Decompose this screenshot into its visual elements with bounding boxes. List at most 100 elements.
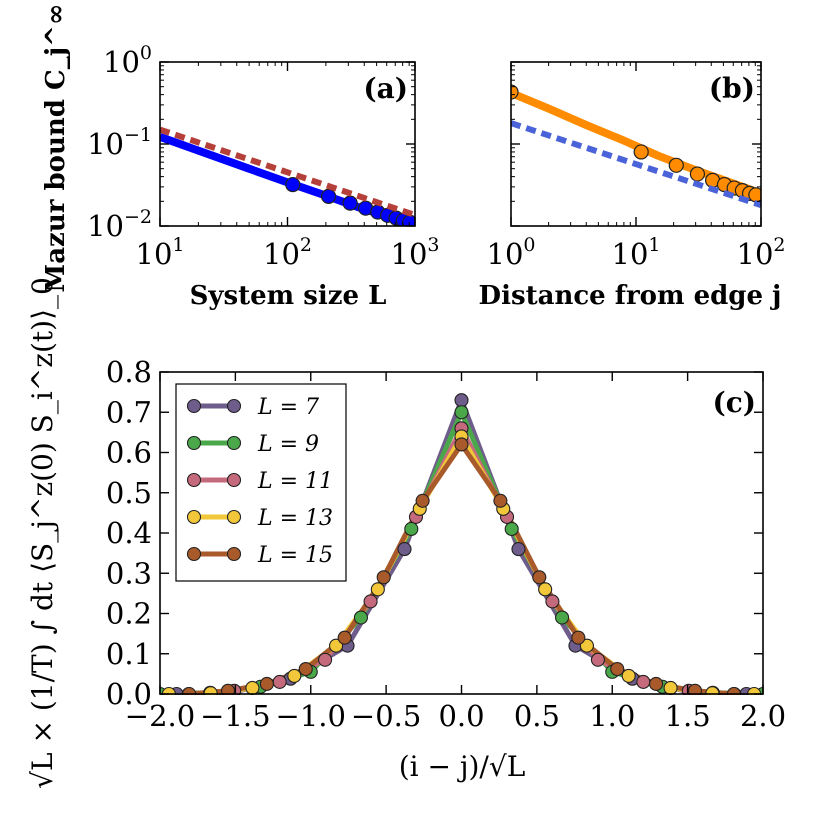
b-xtick-exp: 1 bbox=[648, 234, 660, 256]
c-ytick-label: 0.0 bbox=[106, 677, 152, 711]
c-marker bbox=[259, 676, 274, 691]
legend-swatch-marker bbox=[226, 472, 242, 488]
panel-c-data bbox=[160, 393, 810, 701]
legend-label: L = 7 bbox=[257, 395, 319, 420]
c-ytick-label: 0.8 bbox=[106, 355, 152, 389]
c-marker bbox=[353, 610, 368, 625]
panel-c: −2.0 −1.5 −1.0 −0.5 0.0 0.5 1.0 1.5 2.0 0.0 0.1 0.2… bbox=[26, 277, 810, 789]
panel-c-ylabel: √L × (1/T) ∫ dt ⟨S_j^z(0) S_i^z(t)⟩_0 bbox=[26, 277, 59, 789]
a-ytick-base: 10 bbox=[103, 45, 140, 79]
panel-a-xlabel-text: System size L bbox=[190, 281, 387, 311]
panel-b-label: (b) bbox=[709, 72, 755, 105]
a-ytick-label: 10−2 bbox=[87, 206, 152, 243]
c-xtick-label: −1.5 bbox=[200, 699, 270, 733]
c-marker bbox=[590, 652, 605, 667]
c-ytick-label: 0.2 bbox=[106, 597, 152, 631]
a-ytick-base: 10 bbox=[87, 209, 124, 243]
a-marker bbox=[320, 188, 337, 204]
c-marker bbox=[636, 674, 651, 689]
b-xtick-label: 102 bbox=[737, 234, 786, 271]
legend-swatch-marker bbox=[226, 509, 242, 525]
c-marker bbox=[454, 405, 469, 420]
a-ytick-label: 10−1 bbox=[87, 124, 152, 161]
c-marker bbox=[571, 630, 586, 645]
a-ytick-exp: 0 bbox=[140, 42, 152, 64]
a-xtick-label: 101 bbox=[136, 234, 185, 271]
legend-swatch-marker bbox=[226, 398, 242, 414]
panel-b: 100 101 102 (b) Distance from edge j bbox=[479, 61, 786, 311]
panel-c-xlabel: (i − j)/√L bbox=[399, 750, 526, 783]
b-xtick-base: 10 bbox=[612, 237, 649, 271]
a-series-line-2 bbox=[160, 126, 415, 218]
c-marker bbox=[287, 668, 302, 683]
c-ytick-label: 0.3 bbox=[106, 556, 152, 590]
c-marker bbox=[404, 521, 419, 537]
c-marker bbox=[298, 661, 313, 677]
legend-swatch-marker bbox=[186, 435, 202, 451]
c-marker bbox=[511, 542, 526, 557]
c-ytick-label: 0.7 bbox=[106, 395, 152, 429]
c-marker bbox=[245, 680, 260, 695]
panel-a-xlabel: System size L bbox=[190, 281, 387, 311]
legend-swatch-marker bbox=[226, 546, 242, 562]
b-xtick-label: 101 bbox=[612, 234, 661, 271]
c-marker bbox=[493, 493, 508, 508]
b-xtick-exp: 2 bbox=[773, 234, 785, 256]
a-xtick-label: 102 bbox=[263, 234, 312, 271]
legend-swatch-marker bbox=[186, 472, 202, 488]
a-xtick-base: 10 bbox=[391, 237, 428, 271]
b-xtick-base: 10 bbox=[737, 237, 774, 271]
panel-a-ylabel: Mazur bound C_j^∞ bbox=[41, 3, 71, 292]
c-marker bbox=[532, 570, 547, 585]
b-marker bbox=[668, 157, 684, 173]
c-marker bbox=[454, 437, 469, 452]
c-ytick-label: 0.4 bbox=[106, 516, 152, 550]
c-xtick-label: 1.0 bbox=[589, 699, 635, 733]
c-ytick-label: 0.1 bbox=[106, 637, 152, 671]
c-marker bbox=[797, 688, 810, 701]
a-marker bbox=[285, 176, 301, 193]
c-ytick-label: 0.5 bbox=[106, 476, 152, 510]
c-xtick-label: −1.0 bbox=[276, 699, 346, 733]
panel-c-label: (c) bbox=[712, 386, 756, 419]
c-marker bbox=[663, 680, 678, 695]
c-marker bbox=[545, 594, 560, 609]
c-marker bbox=[376, 570, 391, 585]
panel-a-label: (a) bbox=[363, 72, 408, 105]
c-xtick-label: 1.5 bbox=[665, 699, 711, 733]
c-marker bbox=[579, 638, 594, 653]
legend-label: L = 15 bbox=[257, 543, 333, 568]
c-marker bbox=[318, 652, 333, 667]
c-xtick-label: 0.0 bbox=[438, 699, 484, 733]
a-ytick-base: 10 bbox=[87, 127, 124, 161]
a-xtick-exp: 2 bbox=[300, 234, 312, 256]
a-ytick-exp: −1 bbox=[124, 124, 152, 146]
c-xtick-label: −0.5 bbox=[351, 699, 421, 733]
panel-c-ticks: −2.0 −1.5 −1.0 −0.5 0.0 0.5 1.0 1.5 2.0 0.0 0.1 0.2… bbox=[106, 355, 786, 733]
c-marker bbox=[203, 686, 218, 695]
c-marker bbox=[621, 668, 636, 683]
c-marker bbox=[705, 686, 720, 695]
a-xtick-label: 103 bbox=[391, 234, 440, 271]
c-xtick-label: −2.0 bbox=[125, 699, 195, 733]
c-marker bbox=[610, 661, 625, 677]
b-marker bbox=[511, 84, 519, 100]
b-series-line-2 bbox=[511, 120, 761, 208]
b-xtick-exp: 0 bbox=[523, 234, 535, 256]
legend-label: L = 9 bbox=[257, 432, 319, 457]
panel-b-ticks: 100 101 102 bbox=[487, 61, 786, 271]
c-xtick-label: 0.5 bbox=[514, 699, 560, 733]
b-xtick-label: 100 bbox=[487, 234, 536, 271]
legend-swatch-marker bbox=[226, 435, 242, 451]
c-marker bbox=[337, 630, 352, 645]
legend-swatch-marker bbox=[186, 546, 202, 562]
a-xtick-base: 10 bbox=[263, 237, 300, 271]
c-marker bbox=[555, 610, 570, 625]
a-xtick-exp: 3 bbox=[427, 234, 439, 256]
a-xtick-base: 10 bbox=[136, 237, 173, 271]
c-marker bbox=[329, 638, 344, 653]
panel-a-data bbox=[160, 126, 415, 226]
